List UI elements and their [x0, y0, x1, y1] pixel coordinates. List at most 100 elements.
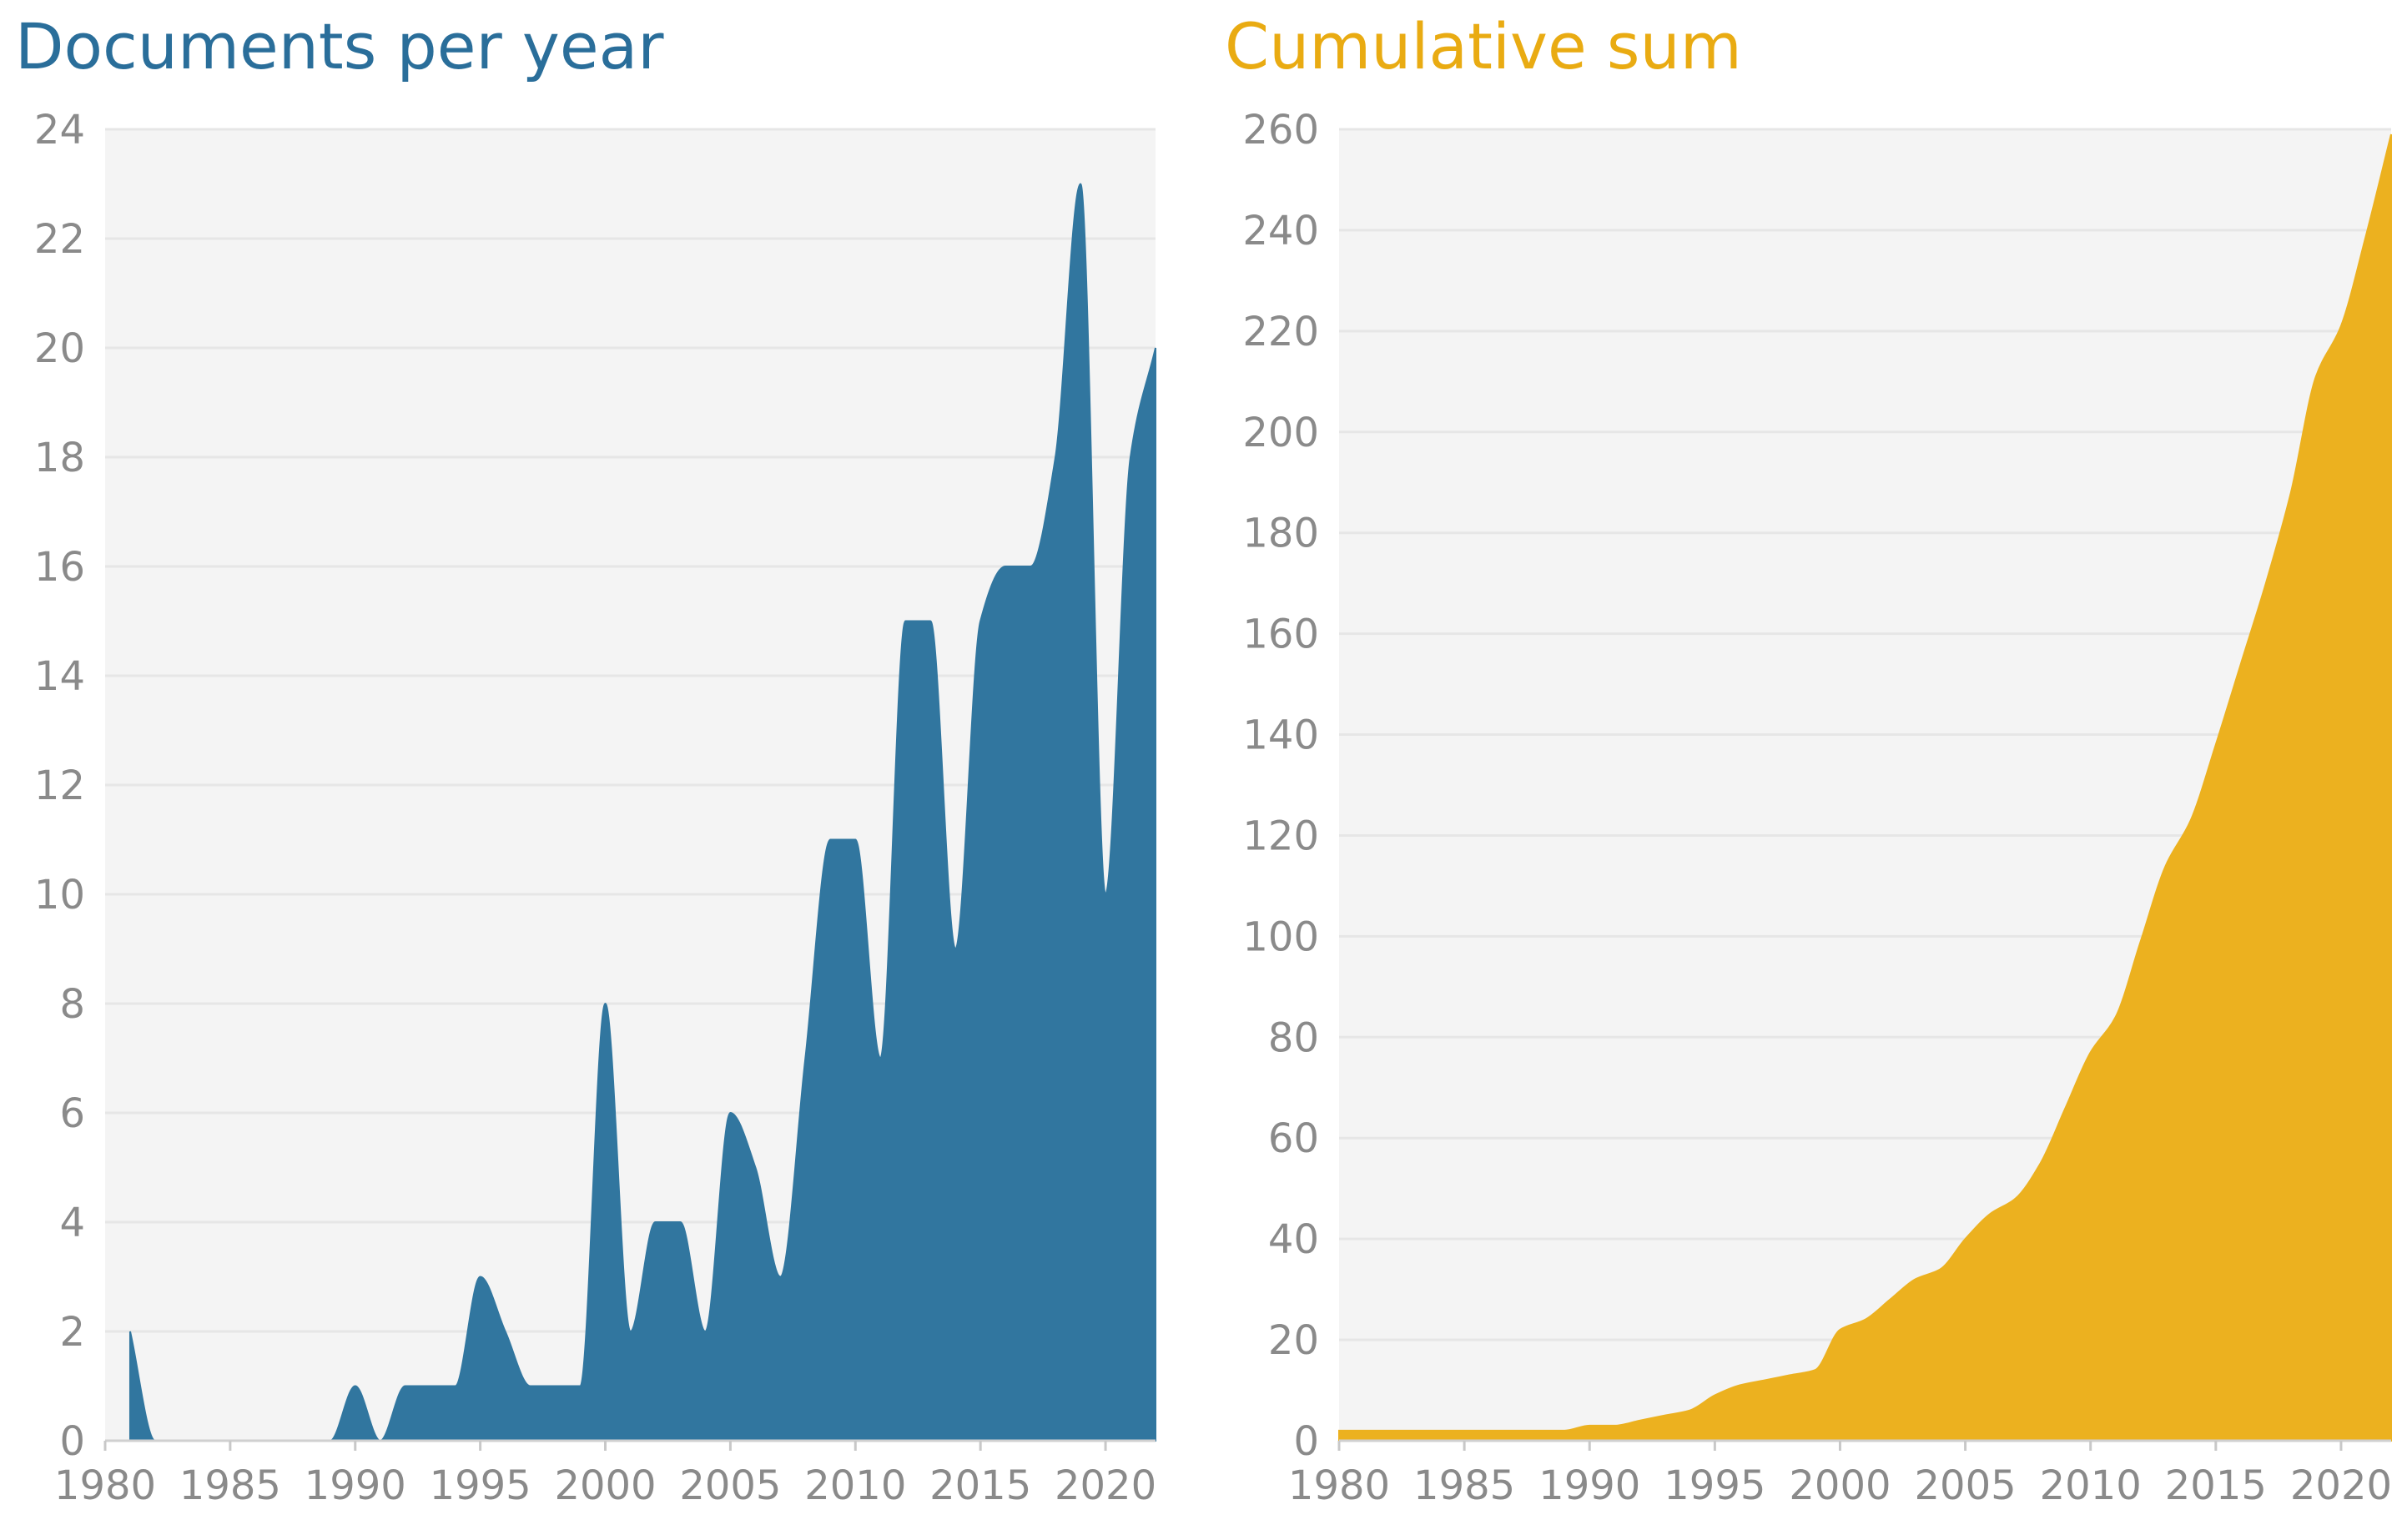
- data-point: [2338, 323, 2344, 330]
- data-point: [752, 1165, 758, 1171]
- y-tick-label: 80: [1268, 1014, 1319, 1061]
- data-point: [1411, 1427, 1418, 1434]
- y-tick-label: 4: [59, 1200, 85, 1246]
- y-tick-label: 120: [1242, 813, 1319, 859]
- documents-per-year-chart: Documents per year 024681012141618202224…: [15, 9, 1156, 1509]
- data-point: [2062, 1105, 2069, 1111]
- data-point: [802, 1055, 808, 1062]
- data-point: [577, 1383, 584, 1390]
- data-point: [2037, 1160, 2044, 1166]
- chart-title: Cumulative sum: [1225, 9, 1742, 83]
- x-tick-label: 1985: [179, 1462, 281, 1509]
- data-point: [1461, 1427, 1468, 1434]
- data-point: [452, 1383, 459, 1390]
- y-tick-label: 14: [34, 653, 85, 700]
- x-tick-label: 1980: [1288, 1462, 1390, 1509]
- data-point: [1686, 1407, 1693, 1414]
- x-tick-label: 2010: [804, 1462, 906, 1509]
- data-point: [402, 1383, 409, 1390]
- x-tick-label: 1980: [54, 1462, 156, 1509]
- data-point: [1937, 1266, 1944, 1272]
- y-tick-label: 24: [34, 107, 85, 153]
- y-tick-label: 180: [1242, 511, 1319, 557]
- data-point: [827, 837, 833, 843]
- data-point: [952, 946, 959, 953]
- data-point: [2138, 938, 2144, 944]
- data-point: [1127, 454, 1134, 460]
- data-point: [502, 1328, 509, 1335]
- x-tick-label: 2000: [554, 1462, 656, 1509]
- data-point: [1027, 563, 1034, 570]
- area-series: [1338, 133, 2392, 1442]
- y-tick-label: 160: [1242, 611, 1319, 658]
- data-point: [1811, 1366, 1818, 1373]
- data-point: [1912, 1276, 1919, 1283]
- data-point: [1077, 181, 1084, 188]
- y-tick-label: 20: [1268, 1317, 1319, 1364]
- data-point: [1711, 1392, 1718, 1399]
- y-tick-label: 60: [1268, 1115, 1319, 1162]
- chart-title: Documents per year: [15, 9, 664, 83]
- data-point: [777, 1274, 783, 1281]
- data-point: [2288, 489, 2294, 496]
- x-tick-label: 2020: [2290, 1462, 2392, 1509]
- data-point: [1887, 1296, 1894, 1303]
- y-tick-label: 40: [1268, 1216, 1319, 1263]
- data-point: [1561, 1427, 1568, 1434]
- x-tick-label: 2020: [1055, 1462, 1156, 1509]
- y-tick-label: 22: [34, 216, 85, 263]
- x-tick-label: 2010: [2040, 1462, 2142, 1509]
- y-tick-label: 2: [59, 1309, 85, 1356]
- y-tick-label: 200: [1242, 410, 1319, 456]
- data-point: [902, 618, 909, 625]
- data-point: [1536, 1427, 1543, 1434]
- data-point: [477, 1274, 484, 1281]
- data-point: [677, 1219, 683, 1225]
- data-point: [977, 618, 984, 625]
- data-point: [427, 1383, 434, 1390]
- data-point: [627, 1328, 634, 1335]
- data-point: [2313, 373, 2319, 380]
- data-point: [1836, 1326, 1843, 1333]
- y-tick-label: 18: [34, 435, 85, 481]
- y-tick-label: 220: [1242, 309, 1319, 355]
- data-point: [2263, 580, 2269, 586]
- x-tick-label: 2015: [929, 1462, 1031, 1509]
- y-tick-label: 8: [59, 981, 85, 1028]
- data-point: [1336, 1427, 1342, 1434]
- data-point: [1511, 1427, 1518, 1434]
- data-point: [602, 1000, 609, 1007]
- data-point: [2388, 131, 2394, 138]
- data-point: [2112, 1014, 2119, 1020]
- y-tick-label: 0: [59, 1418, 85, 1465]
- data-point: [552, 1383, 559, 1390]
- data-point: [1611, 1422, 1618, 1429]
- data-point: [1002, 563, 1009, 570]
- data-point: [1361, 1427, 1367, 1434]
- data-point: [352, 1383, 359, 1390]
- data-point: [1786, 1371, 1793, 1378]
- data-point: [2012, 1195, 2019, 1202]
- data-point: [1486, 1427, 1493, 1434]
- data-point: [127, 1328, 133, 1335]
- y-tick-label: 140: [1242, 712, 1319, 759]
- x-tick-label: 1995: [430, 1462, 531, 1509]
- x-tick-label: 1990: [1538, 1462, 1640, 1509]
- data-point: [1862, 1316, 1869, 1323]
- data-point: [727, 1110, 733, 1116]
- x-tick-label: 1995: [1664, 1462, 1765, 1509]
- data-point: [1636, 1417, 1643, 1424]
- cumulative-sum-chart: Cumulative sum 0 20 40 60 80 100 120 140 160 180 2…: [1225, 9, 2394, 1509]
- data-point: [2213, 742, 2219, 748]
- y-tick-label: 100: [1242, 913, 1319, 960]
- x-tick-label: 1985: [1413, 1462, 1515, 1509]
- data-point: [1736, 1381, 1743, 1388]
- data-point: [2087, 1049, 2094, 1055]
- x-tick-label: 1990: [305, 1462, 406, 1509]
- data-point: [1586, 1422, 1593, 1429]
- x-tick-label: 2000: [1789, 1462, 1891, 1509]
- area-series: [128, 183, 1156, 1442]
- y-tick-label: 6: [59, 1090, 85, 1137]
- data-point: [1661, 1412, 1668, 1419]
